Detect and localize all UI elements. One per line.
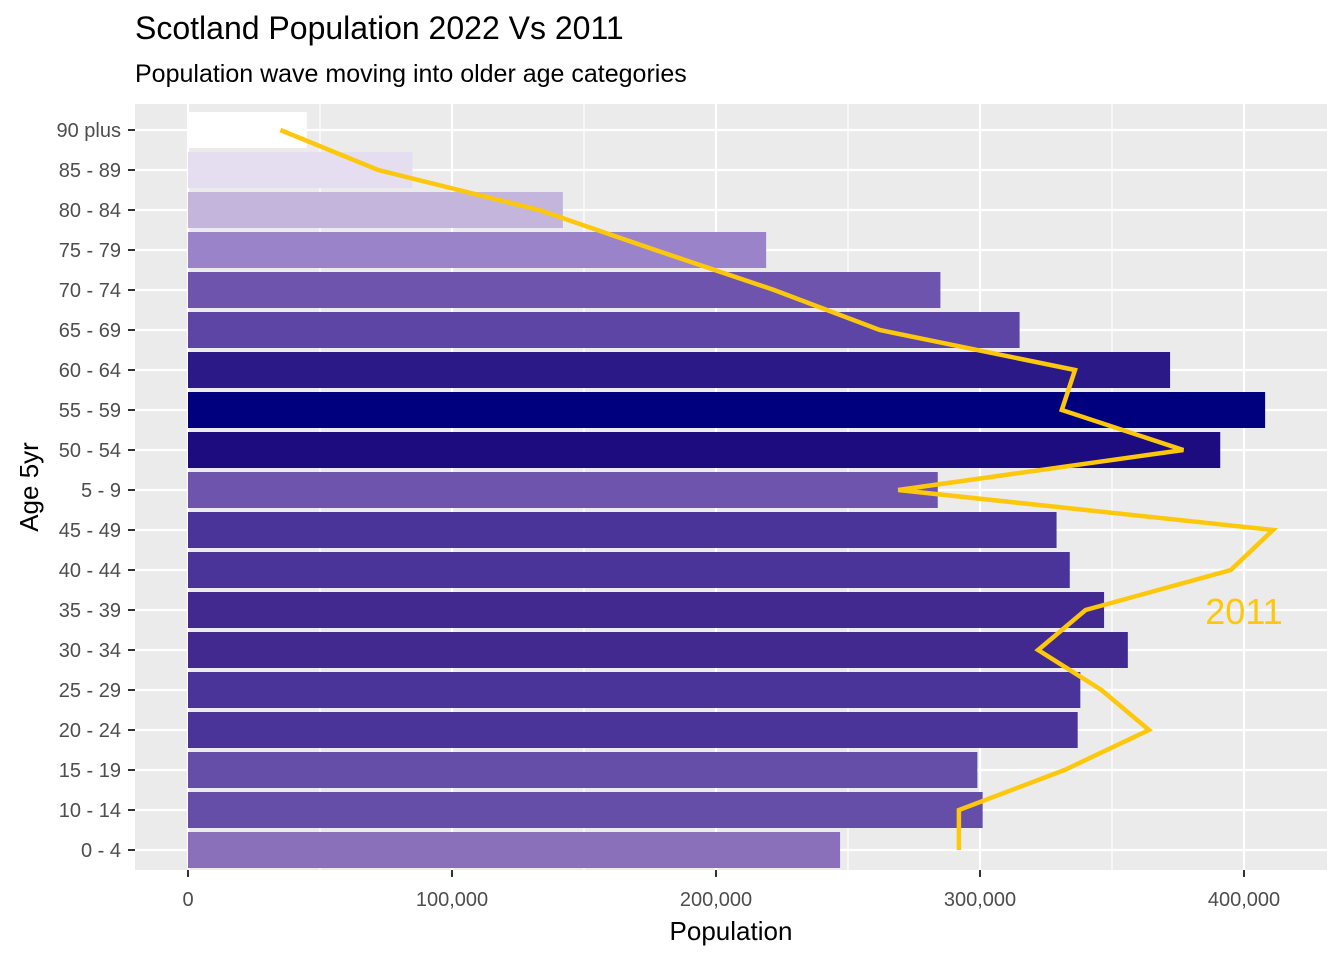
y-tick-label: 60 - 64 bbox=[59, 360, 121, 382]
x-tick-label: 200,000 bbox=[680, 889, 752, 911]
y-tick-label: 25 - 29 bbox=[59, 680, 121, 702]
y-axis-ticks: 0 - 4 10 - 14 15 - 19 20 - 24 25 - 29 30 - 34… bbox=[57, 120, 135, 862]
line-label-2011: 2011 bbox=[1205, 591, 1282, 632]
bar-5-9 bbox=[188, 472, 938, 508]
y-tick-label: 10 - 14 bbox=[59, 800, 121, 822]
y-tick-label: 85 - 89 bbox=[59, 160, 121, 182]
y-tick-label: 0 - 4 bbox=[81, 840, 121, 862]
x-axis-title: Population bbox=[670, 916, 793, 946]
x-axis-ticks: 0 100,000 200,000 300,000 400,000 bbox=[182, 870, 1280, 911]
bar-10-14 bbox=[188, 792, 983, 828]
bar-45-49 bbox=[188, 512, 1057, 548]
bar-25-29 bbox=[188, 672, 1081, 708]
x-tick-label: 100,000 bbox=[416, 889, 488, 911]
y-tick-label: 5 - 9 bbox=[81, 480, 121, 502]
y-tick-label: 80 - 84 bbox=[59, 200, 121, 222]
bar-80-84 bbox=[188, 192, 563, 228]
bar-15-19 bbox=[188, 752, 978, 788]
bar-40-44 bbox=[188, 552, 1070, 588]
x-tick-label: 300,000 bbox=[944, 889, 1016, 911]
y-tick-label: 75 - 79 bbox=[59, 240, 121, 262]
y-tick-label: 15 - 19 bbox=[59, 760, 121, 782]
y-tick-label: 70 - 74 bbox=[59, 280, 121, 302]
bar-35-39 bbox=[188, 592, 1105, 628]
bar-70-74 bbox=[188, 272, 941, 308]
y-axis-title: Age 5yr bbox=[14, 442, 44, 532]
y-tick-label: 20 - 24 bbox=[59, 720, 121, 742]
bar-50-54 bbox=[188, 432, 1221, 468]
bar-90plus bbox=[188, 112, 307, 148]
bar-65-69 bbox=[188, 312, 1020, 348]
bar-75-79 bbox=[188, 232, 767, 268]
chart-subtitle: Population wave moving into older age ca… bbox=[135, 60, 687, 88]
y-tick-label: 65 - 69 bbox=[59, 320, 121, 342]
y-tick-label: 35 - 39 bbox=[59, 600, 121, 622]
line-2011 bbox=[279, 127, 1279, 850]
y-tick-label: 55 - 59 bbox=[59, 400, 121, 422]
y-tick-label: 90 plus bbox=[57, 120, 122, 142]
line-2011-layer: 2011 bbox=[279, 127, 1283, 850]
bar-20-24 bbox=[188, 712, 1078, 748]
bar-30-34 bbox=[188, 632, 1128, 668]
y-tick-label: 40 - 44 bbox=[59, 560, 121, 582]
y-tick-label: 30 - 34 bbox=[59, 640, 121, 662]
y-tick-label: 45 - 49 bbox=[59, 520, 121, 542]
y-tick-label: 50 - 54 bbox=[59, 440, 121, 462]
chart-title: Scotland Population 2022 Vs 2011 bbox=[135, 10, 624, 46]
x-tick-label: 0 bbox=[182, 889, 193, 911]
bar-55-59 bbox=[188, 392, 1266, 428]
bar-0-4 bbox=[188, 832, 841, 868]
x-tick-label: 400,000 bbox=[1208, 889, 1280, 911]
bars-2022 bbox=[188, 112, 1266, 868]
